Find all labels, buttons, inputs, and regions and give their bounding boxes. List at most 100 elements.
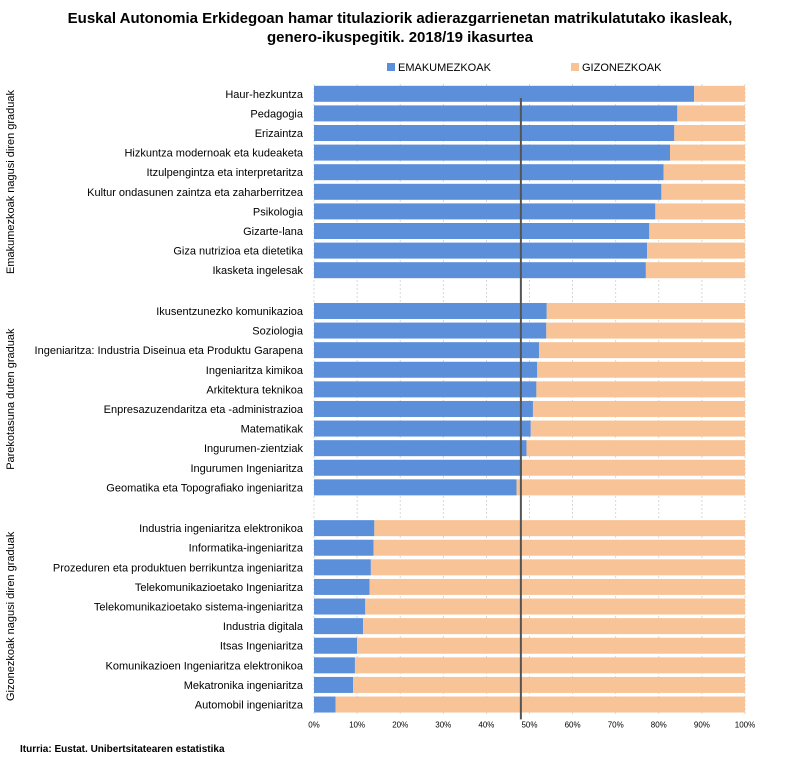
x-tick-label: 30% xyxy=(435,720,451,729)
bar-men xyxy=(663,164,745,181)
bar-men xyxy=(546,322,745,339)
x-tick-label: 50% xyxy=(521,720,537,729)
category-label: Gizarte-lana xyxy=(243,226,304,238)
bar-women xyxy=(314,144,671,161)
bar-men xyxy=(530,420,745,437)
category-label: Ingeniaritza: Industria Diseinua eta Pro… xyxy=(35,345,304,357)
bar-women xyxy=(314,105,678,122)
category-label: Itsas Ingeniaritza xyxy=(220,641,304,653)
x-tick-label: 40% xyxy=(478,720,494,729)
bar-women xyxy=(314,420,531,437)
category-label: Matematikak xyxy=(241,424,304,436)
x-tick-label: 60% xyxy=(565,720,581,729)
bar-women xyxy=(314,203,656,220)
group-label: Parekotasuna duten graduak xyxy=(5,328,17,470)
bar-women xyxy=(314,361,538,378)
bar-men xyxy=(365,598,745,615)
group-labels: Emakumezkoak nagusi diren graduak Parekot… xyxy=(5,89,17,701)
bar-women xyxy=(314,696,336,713)
category-label: Haur-hezkuntza xyxy=(225,89,304,101)
group-label: Gizonezkoak nagusi diren graduak xyxy=(5,531,17,701)
group-label: Emakumezkoak nagusi diren graduak xyxy=(5,89,17,274)
bar-men xyxy=(354,657,745,674)
bar-men xyxy=(538,342,745,359)
category-label: Geomatika eta Topografiako ingeniaritza xyxy=(106,482,304,494)
bar-men xyxy=(369,578,745,595)
bar-men xyxy=(670,144,745,161)
bar-women xyxy=(314,183,662,200)
bar-men xyxy=(363,618,745,635)
x-tick-label: 90% xyxy=(694,720,710,729)
bar-women xyxy=(314,262,646,279)
category-label: Ikusentzunezko komunikazioa xyxy=(156,306,304,318)
bar-men xyxy=(526,440,745,457)
category-label: Hizkuntza modernoak eta kudeaketa xyxy=(124,148,303,160)
bar-women xyxy=(314,520,375,537)
bar-men xyxy=(694,85,745,102)
bar-women xyxy=(314,618,364,635)
category-label: Kultur ondasunen zaintza eta zaharberrit… xyxy=(87,187,304,199)
x-tick-label: 70% xyxy=(608,720,624,729)
category-label: Industria ingeniaritza elektronikoa xyxy=(139,523,304,535)
bar-men xyxy=(532,400,745,417)
bar-women xyxy=(314,539,374,556)
category-label: Telekomunikazioetako Ingeniaritza xyxy=(135,582,304,594)
bar-men xyxy=(374,520,745,537)
category-label: Ikasketa ingelesak xyxy=(213,265,304,277)
bar-women xyxy=(314,598,366,615)
bar-women xyxy=(314,381,537,398)
x-tick-label: 0% xyxy=(308,720,320,729)
bar-men xyxy=(674,125,745,141)
bar-women xyxy=(314,559,371,576)
x-tick-label: 100% xyxy=(735,720,755,729)
bar-men xyxy=(536,381,745,398)
bar-women xyxy=(314,223,650,239)
category-label: Psikologia xyxy=(253,206,304,218)
bar-men xyxy=(353,676,745,693)
category-label: Ingeniaritza kimikoa xyxy=(206,365,304,377)
bar-women xyxy=(314,400,533,417)
category-label: Prozeduren eta produktuen berrikuntza in… xyxy=(53,562,304,574)
bar-women xyxy=(314,459,523,476)
category-label: Industria digitala xyxy=(223,621,304,633)
bar-women xyxy=(314,479,517,496)
category-labels: Haur-hezkuntza Pedagogia Erizaintza Hizkunt… xyxy=(35,89,304,712)
category-label: Itzulpengintza eta interpretaritza xyxy=(146,167,303,179)
bar-men xyxy=(537,361,745,378)
category-label: Soziologia xyxy=(252,326,304,338)
bar-men xyxy=(357,637,745,654)
category-label: Enpresazuzendaritza eta -administrazioa xyxy=(104,404,304,416)
bar-men xyxy=(516,479,745,496)
category-label: Telekomunikazioetako sistema-ingeniaritz… xyxy=(94,602,304,614)
legend-label-men: GIZONEZKOAK xyxy=(582,62,662,74)
source-note: Iturria: Eustat. Unibertsitatearen estat… xyxy=(20,744,225,755)
bar-women xyxy=(314,125,675,141)
bar-women xyxy=(314,342,539,359)
legend-label-women: EMAKUMEZKOAK xyxy=(398,62,492,74)
bar-women xyxy=(314,657,355,674)
x-axis-ticks: 0% 10% 20% 30% 40% 50% 60% 70% 80% 90% 100% xyxy=(308,720,755,729)
category-label: Mekatronika ingeniaritza xyxy=(184,680,304,692)
legend: EMAKUMEZKOAK GIZONEZKOAK xyxy=(387,62,662,74)
legend-swatch-women xyxy=(387,63,395,71)
category-label: Informatika-ingeniaritza xyxy=(189,543,304,555)
bar-men xyxy=(373,539,745,556)
category-label: Ingurumen-zientziak xyxy=(204,443,304,455)
bar-men xyxy=(655,203,745,220)
bar-men xyxy=(370,559,745,576)
category-label: Erizaintza xyxy=(255,128,304,140)
bar-women xyxy=(314,637,358,654)
chart-title-line-2: genero-ikuspegitik. 2018/19 ikasurtea xyxy=(267,29,534,46)
category-label: Arkitektura teknikoa xyxy=(206,384,303,396)
legend-swatch-men xyxy=(571,63,579,71)
x-tick-label: 10% xyxy=(349,720,365,729)
bar-men xyxy=(677,105,745,122)
bar-men xyxy=(649,223,745,239)
bar-women xyxy=(314,322,547,339)
x-tick-label: 80% xyxy=(651,720,667,729)
bar-men xyxy=(647,242,745,259)
bar-women xyxy=(314,242,648,259)
bar-women xyxy=(314,676,354,693)
category-label: Giza nutrizioa eta dietetika xyxy=(173,246,304,258)
